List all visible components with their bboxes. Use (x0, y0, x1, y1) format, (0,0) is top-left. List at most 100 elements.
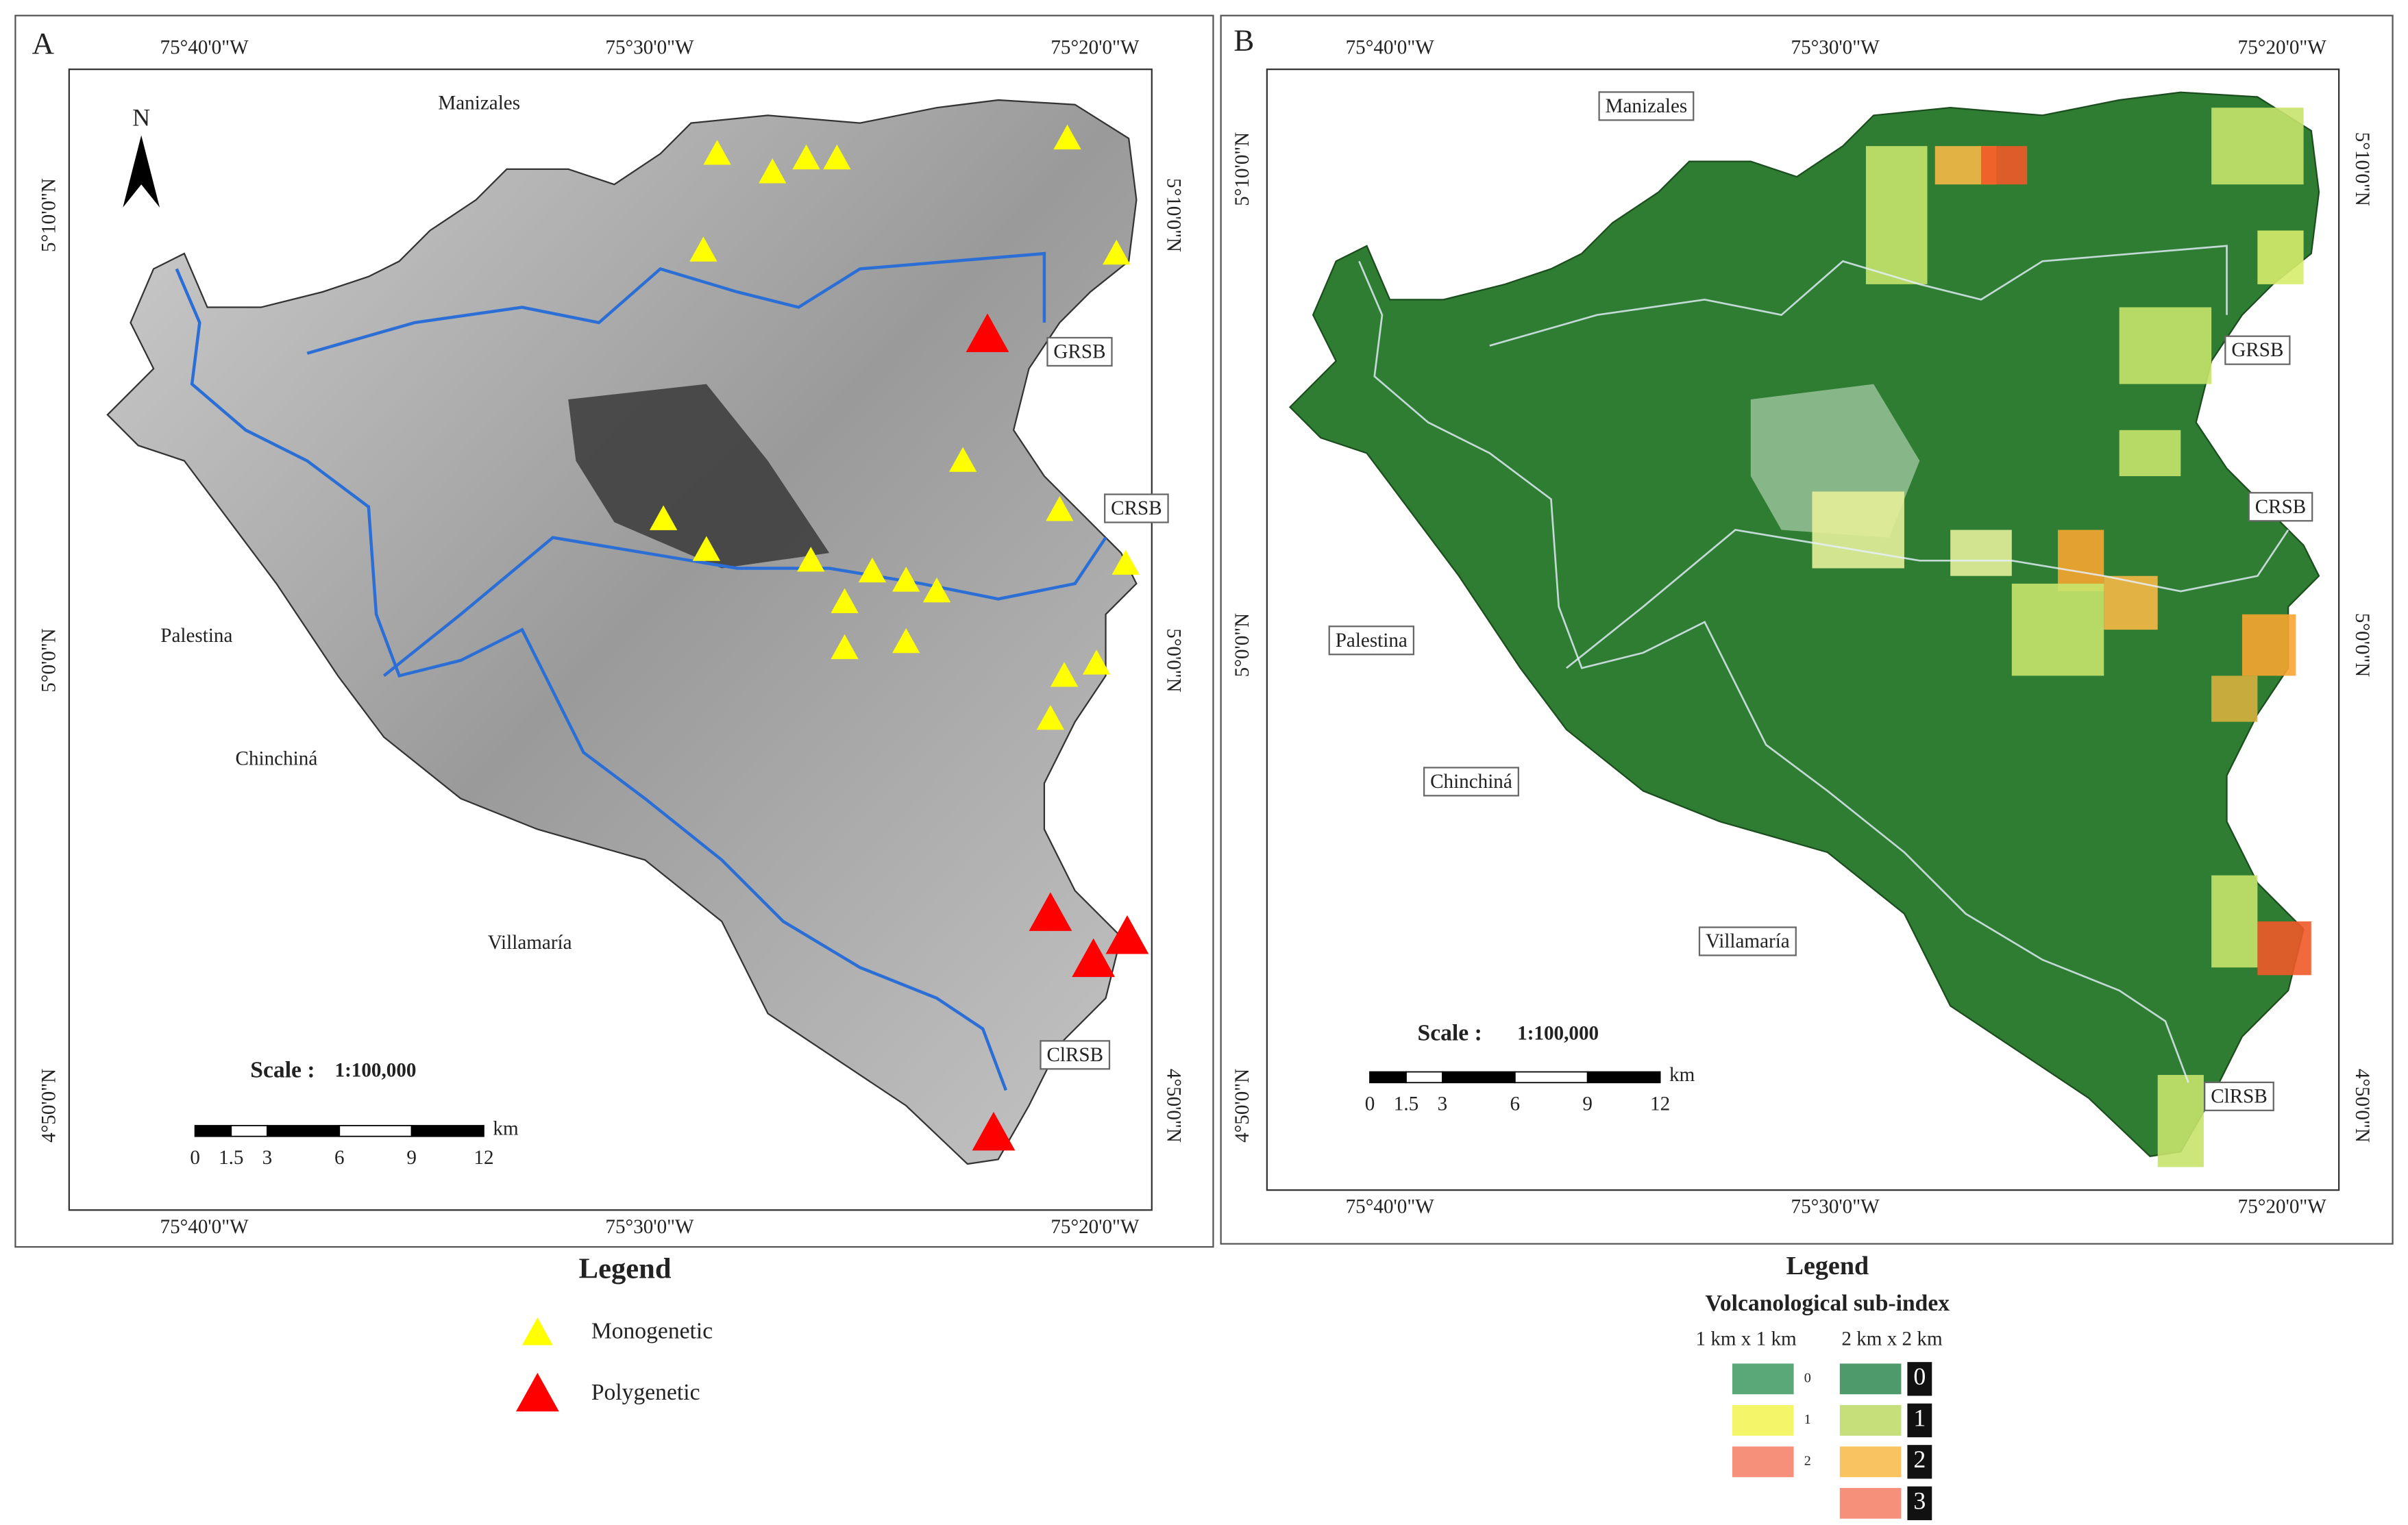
subbasin-label-box (2248, 492, 2313, 522)
volcano-marker (1103, 239, 1131, 265)
legend-small-label: 1 (1804, 1412, 1811, 1427)
latitude-label: 5°0'0"N (38, 628, 60, 693)
scale-bar-segment (1442, 1071, 1516, 1084)
scale-tick-label: 0 (190, 1147, 200, 1169)
volcano-marker (1050, 662, 1079, 687)
legend-swatch (1732, 1446, 1794, 1478)
sub-index-cell (2211, 875, 2258, 968)
panel-a-map-frame (68, 69, 1153, 1211)
volcano-marker (703, 140, 731, 165)
latitude-label: 5°0'0"N (2351, 613, 2373, 678)
subbasin-label: CRSB (1111, 497, 1162, 519)
north-label: N (132, 103, 150, 131)
volcano-marker (797, 547, 825, 572)
sub-index-cell (1950, 530, 2012, 576)
place-label-box (1698, 926, 1797, 956)
latitude-label: 5°10'0"N (38, 178, 60, 252)
volcano-marker (892, 567, 920, 592)
sub-index-cell (2119, 430, 2181, 477)
sub-index-cell (2211, 675, 2258, 722)
sub-index-cell (1980, 146, 2028, 185)
panel-label: B (1233, 23, 1254, 57)
scale-tick-label: 12 (474, 1147, 493, 1169)
river (1566, 529, 2289, 669)
river (382, 536, 1107, 678)
river (1489, 245, 2228, 347)
sub-index-cell (2011, 583, 2104, 676)
legend-large-label: 1 (1913, 1404, 1926, 1432)
panel-b-frame (1220, 14, 2394, 1245)
sub-index-cell (2211, 108, 2304, 185)
subbasin-label-box (1040, 1040, 1111, 1070)
legend-item: Polygenetic (591, 1380, 700, 1405)
scale-bar-segment (410, 1125, 484, 1137)
legend-small-label: 2 (1804, 1453, 1811, 1468)
scale-tick-label: 3 (262, 1147, 273, 1169)
scale-tick-label: 6 (334, 1147, 345, 1169)
scale-label: Scale : (1418, 1021, 1482, 1046)
legend-swatch (1732, 1404, 1794, 1436)
volcano-marker (1082, 649, 1111, 675)
longitude-label: 75°30'0"W (605, 1216, 694, 1238)
latitude-label: 5°10'0"N (1231, 132, 1253, 206)
volcano-marker (521, 1317, 553, 1346)
scale-tick-label: 1.5 (1394, 1093, 1418, 1115)
legend-item: Monogenetic (591, 1318, 713, 1343)
latitude-label: 5°10'0"N (2351, 132, 2373, 206)
scale-tick-label: 12 (1650, 1093, 1670, 1115)
river (175, 268, 1008, 1091)
scale-label: Scale : (250, 1057, 315, 1082)
place-label: Palestina (160, 625, 232, 647)
place-label-box (1598, 91, 1695, 121)
longitude-label: 75°40'0"W (160, 1216, 249, 1238)
subbasin-label: GRSB (1053, 340, 1105, 362)
legend-label-box (1907, 1486, 1932, 1520)
volcano-marker (892, 628, 920, 654)
scale-tick-label: 9 (1582, 1093, 1593, 1115)
place-label: Villamaría (488, 932, 572, 954)
sub-index-cell (2104, 575, 2158, 630)
volcano-marker (823, 144, 851, 170)
volcano-marker (792, 144, 820, 170)
place-label: Manizales (1606, 95, 1688, 117)
legend-swatch (1732, 1363, 1794, 1395)
place-label: Manizales (438, 92, 520, 114)
volcano-marker (759, 158, 787, 184)
volcano-marker (966, 313, 1009, 352)
volcano-marker (1029, 892, 1072, 931)
subbasin-label: ClRSB (2211, 1085, 2268, 1107)
place-label: Chinchiná (1430, 771, 1512, 793)
scale-tick-label: 1.5 (219, 1147, 243, 1169)
longitude-label: 75°40'0"W (1346, 37, 1435, 59)
volcano-marker (649, 505, 678, 530)
longitude-label: 75°30'0"W (605, 37, 694, 59)
legend-large-label: 3 (1913, 1487, 1926, 1515)
hillshade-area (106, 99, 1138, 1165)
legend-swatch (1839, 1404, 1902, 1436)
panel-label: A (32, 26, 55, 60)
place-label-box (1328, 625, 1415, 656)
panel-b-map-frame (1266, 69, 2340, 1191)
place-label-box (1423, 767, 1519, 797)
volcano-marker (1046, 496, 1074, 521)
scale-bar-segment (194, 1125, 232, 1137)
scale-bar-segment (267, 1125, 341, 1137)
latitude-label: 4°50'0"N (1162, 1069, 1184, 1143)
longitude-label: 75°30'0"W (1791, 1196, 1880, 1218)
longitude-label: 75°30'0"W (1791, 37, 1880, 59)
volcano-marker (1053, 124, 1081, 150)
sub-index-cell (2119, 307, 2212, 384)
longitude-label: 75°20'0"W (1051, 37, 1140, 59)
volcano-marker (1105, 915, 1149, 954)
sub-index-area (1288, 91, 2320, 1158)
scale-bar-segment (1369, 1071, 1407, 1084)
sub-index-cell (2257, 230, 2304, 284)
legend-large-label: 2 (1913, 1446, 1926, 1473)
scale-bar-segment (1586, 1071, 1661, 1084)
volcano-marker (692, 536, 721, 561)
dark-highland (568, 384, 830, 569)
scale-bar-segment (339, 1125, 413, 1137)
scale-tick-label: 3 (1438, 1093, 1448, 1115)
scale-bar-segment (230, 1125, 268, 1137)
subbasin-label: ClRSB (1046, 1044, 1103, 1066)
